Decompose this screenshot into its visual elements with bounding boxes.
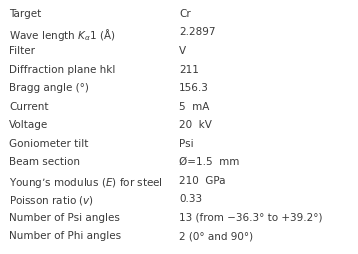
Text: Target: Target: [9, 9, 41, 19]
Text: 156.3: 156.3: [179, 83, 209, 93]
Text: Filter: Filter: [9, 46, 35, 56]
Text: Number of Psi angles: Number of Psi angles: [9, 213, 120, 223]
Text: Current: Current: [9, 102, 48, 112]
Text: 2.2897: 2.2897: [179, 27, 216, 37]
Text: Poisson ratio ($v$): Poisson ratio ($v$): [9, 194, 94, 207]
Text: Young’s modulus ($E$) for steel: Young’s modulus ($E$) for steel: [9, 176, 163, 190]
Text: 210  GPa: 210 GPa: [179, 176, 226, 186]
Text: Cr: Cr: [179, 9, 191, 19]
Text: 2 (0° and 90°): 2 (0° and 90°): [179, 231, 253, 241]
Text: Beam section: Beam section: [9, 157, 80, 167]
Text: Voltage: Voltage: [9, 120, 48, 130]
Text: 5  mA: 5 mA: [179, 102, 209, 112]
Text: 0.33: 0.33: [179, 194, 202, 204]
Text: Diffraction plane hkl: Diffraction plane hkl: [9, 65, 115, 74]
Text: Goniometer tilt: Goniometer tilt: [9, 139, 88, 149]
Text: Bragg angle (°): Bragg angle (°): [9, 83, 89, 93]
Text: V: V: [179, 46, 186, 56]
Text: Number of Phi angles: Number of Phi angles: [9, 231, 121, 241]
Text: 20  kV: 20 kV: [179, 120, 212, 130]
Text: 13 (from −36.3° to +39.2°): 13 (from −36.3° to +39.2°): [179, 213, 323, 223]
Text: Psi: Psi: [179, 139, 194, 149]
Text: Ø=1.5  mm: Ø=1.5 mm: [179, 157, 240, 167]
Text: 211: 211: [179, 65, 199, 74]
Text: Wave length $K_{\alpha}$1 (Å): Wave length $K_{\alpha}$1 (Å): [9, 27, 116, 43]
